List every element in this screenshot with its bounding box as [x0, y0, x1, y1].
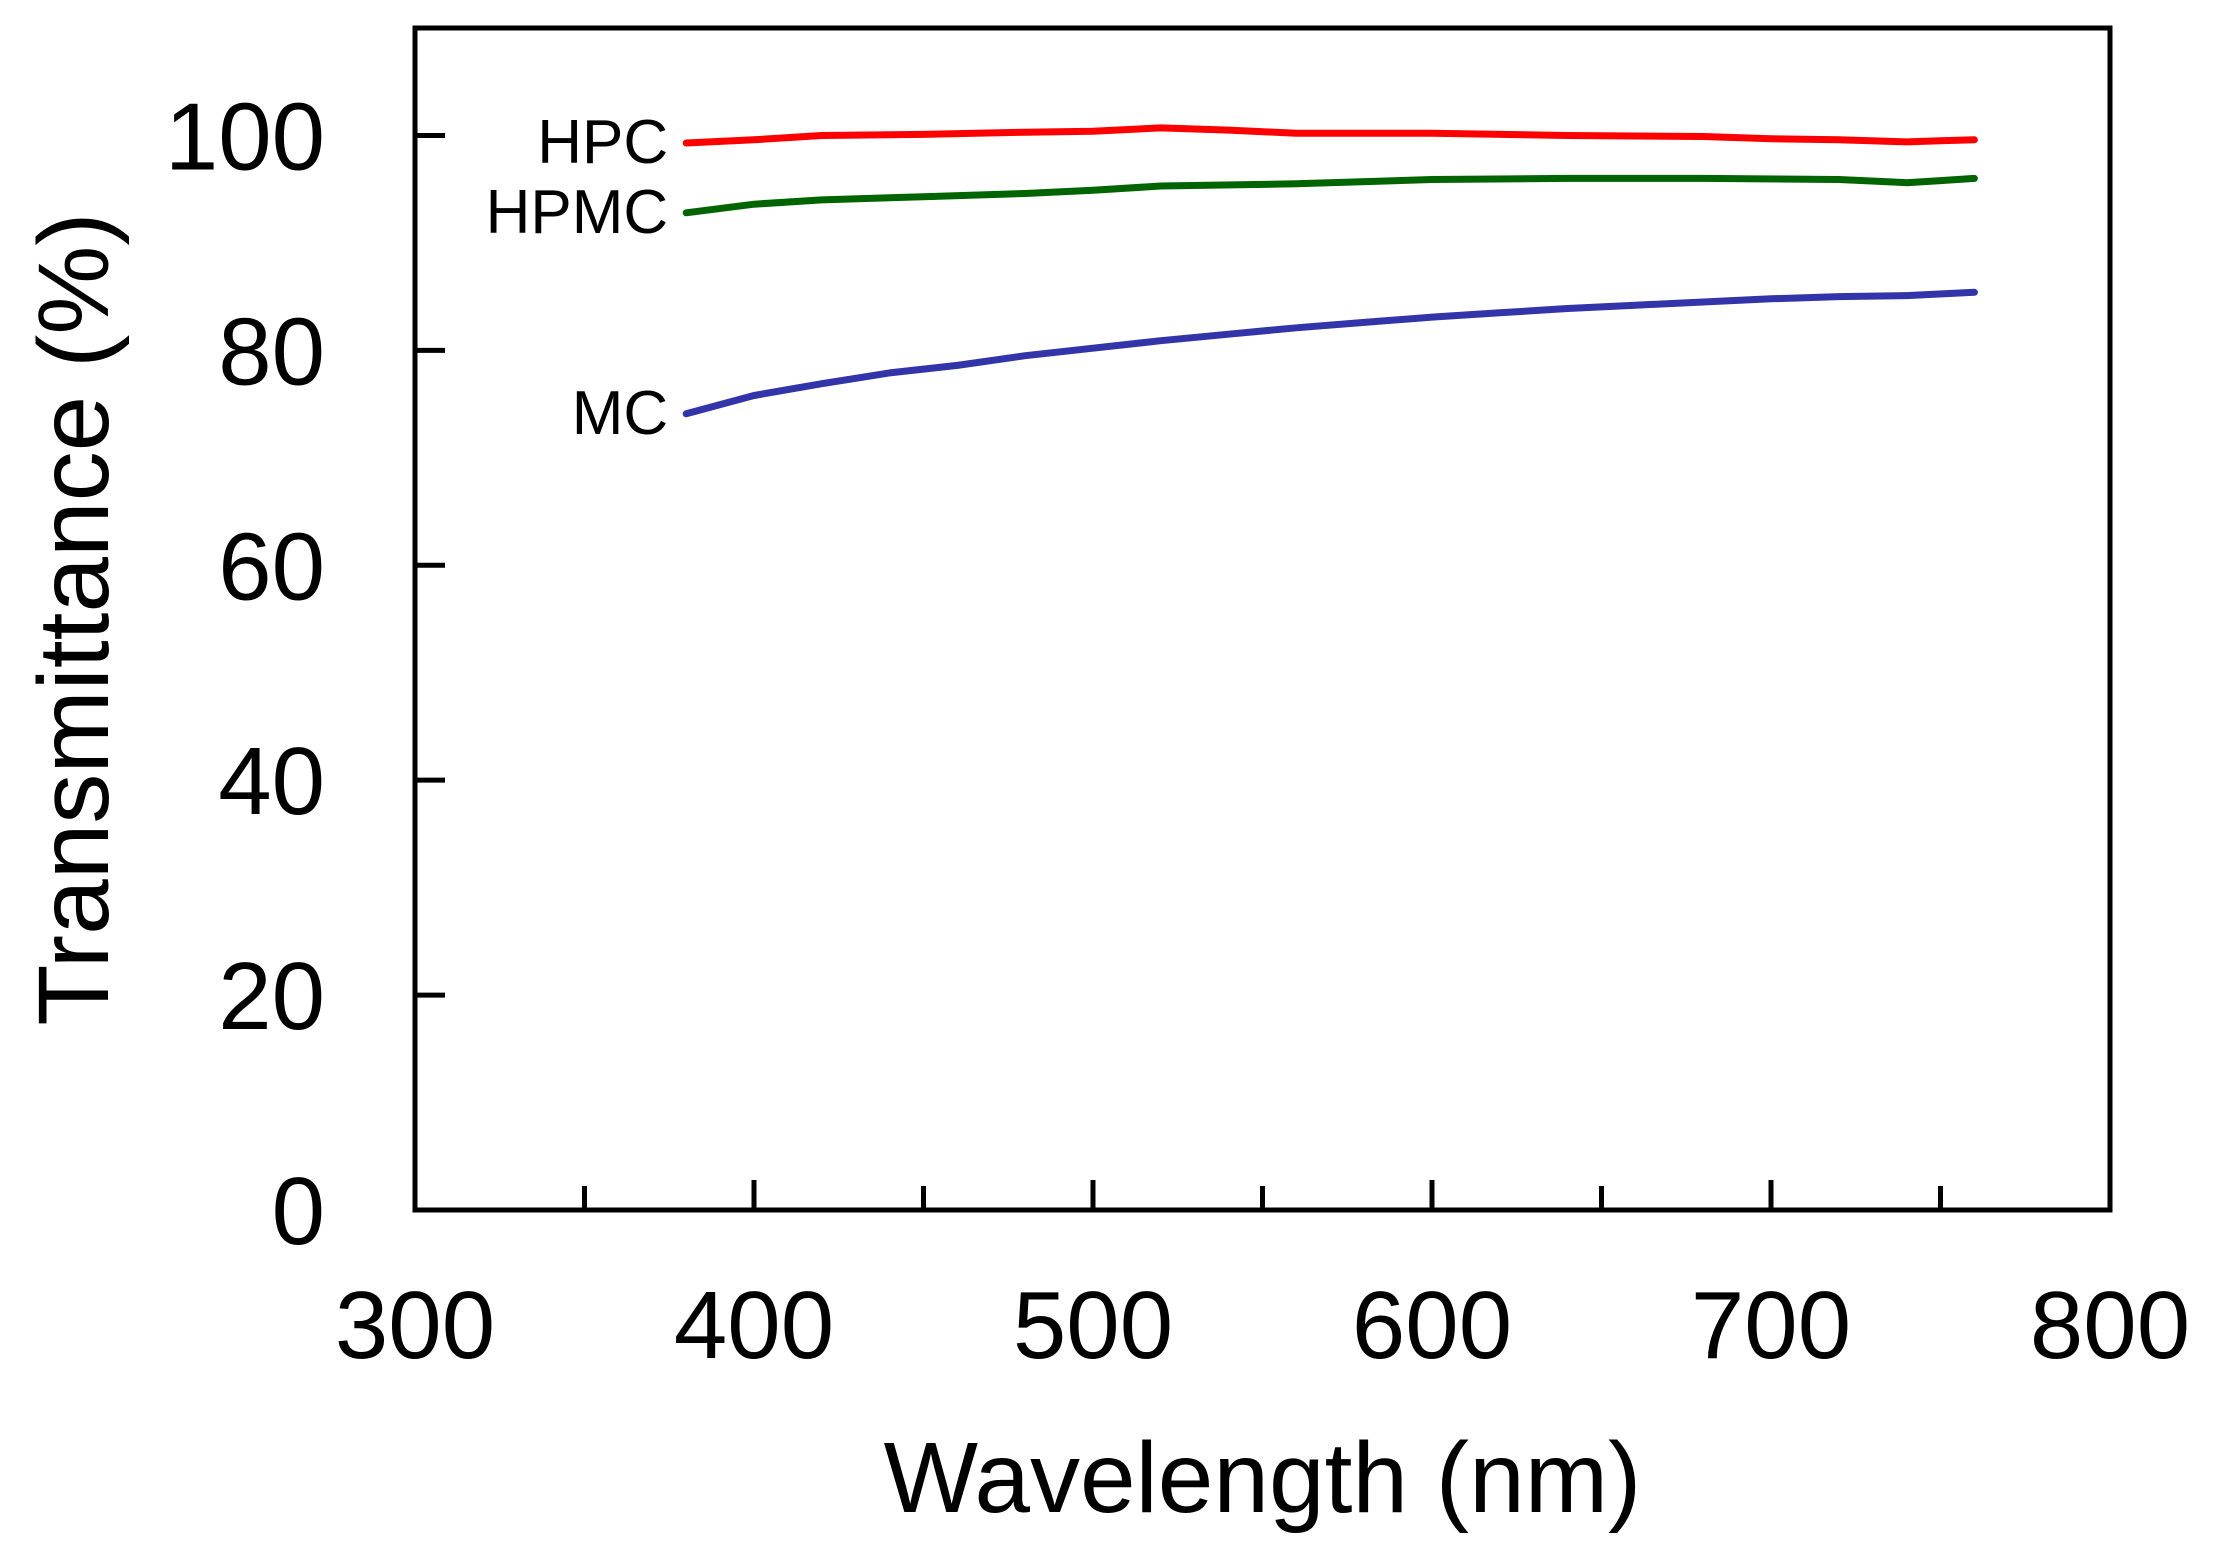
x-tick-label: 800: [2030, 1272, 2190, 1379]
x-axis-ticks: 300 400 500 600 700 800: [335, 1180, 2190, 1379]
y-tick-label: 40: [218, 728, 325, 835]
y-tick-label: 20: [218, 943, 325, 1050]
x-tick-label: 500: [1013, 1272, 1173, 1379]
series-label-mc: MC: [572, 379, 668, 448]
x-tick-label: 300: [335, 1272, 495, 1379]
series-line-hpc: [682, 124, 1978, 147]
series-label-hpc: HPC: [537, 108, 668, 177]
x-tick-label: 700: [1691, 1272, 1851, 1379]
y-axis-title: Transmittance (%): [18, 212, 130, 1025]
x-axis-title: Wavelength (nm): [884, 1422, 1642, 1534]
series-line-hpmc: [682, 174, 1978, 217]
plot-area-frame: [412, 25, 2113, 1213]
y-tick-label: 80: [218, 298, 325, 405]
series-label-hpmc: HPMC: [486, 178, 669, 247]
series-line-mc: [682, 288, 1978, 418]
x-tick-label: 600: [1352, 1272, 1512, 1379]
x-tick-label: 400: [674, 1272, 834, 1379]
series-lines: [682, 124, 1978, 418]
y-tick-label: 60: [218, 513, 325, 620]
y-tick-label: 100: [165, 83, 325, 190]
y-axis-ticks: 0 20 40 60 80 100: [165, 83, 445, 1265]
y-tick-label: 0: [272, 1158, 325, 1265]
